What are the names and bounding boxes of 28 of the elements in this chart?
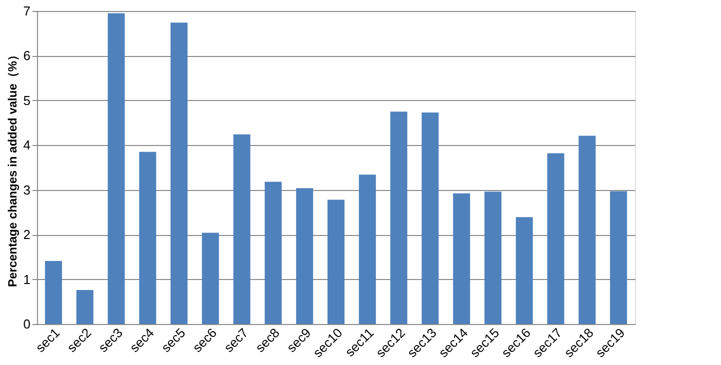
y-tick-label: 0 (23, 316, 30, 332)
bar (202, 232, 219, 324)
bar (44, 260, 62, 324)
y-tick-label: 3 (23, 182, 30, 198)
bar (578, 136, 596, 324)
bar (264, 182, 282, 324)
bar (233, 134, 250, 324)
y-axis-title: Percentage changes in added value（%） (5, 48, 20, 288)
y-tick-label: 1 (23, 272, 30, 287)
bar (170, 22, 188, 324)
bar (610, 191, 628, 324)
y-tick-label: 7 (23, 4, 30, 18)
bar (484, 192, 502, 324)
bar (358, 174, 376, 324)
bar (328, 200, 344, 324)
bar (139, 152, 156, 324)
bar (108, 13, 125, 324)
y-tick-label: 6 (23, 48, 30, 64)
bar (453, 193, 470, 324)
y-tick-label: 5 (23, 92, 30, 108)
bar (76, 290, 94, 324)
bar (296, 188, 314, 324)
y-tick-label: 4 (23, 138, 30, 153)
bar (547, 153, 564, 324)
bar (516, 217, 533, 324)
bar (422, 112, 439, 324)
bar (390, 112, 408, 324)
y-tick-label: 2 (23, 227, 30, 242)
